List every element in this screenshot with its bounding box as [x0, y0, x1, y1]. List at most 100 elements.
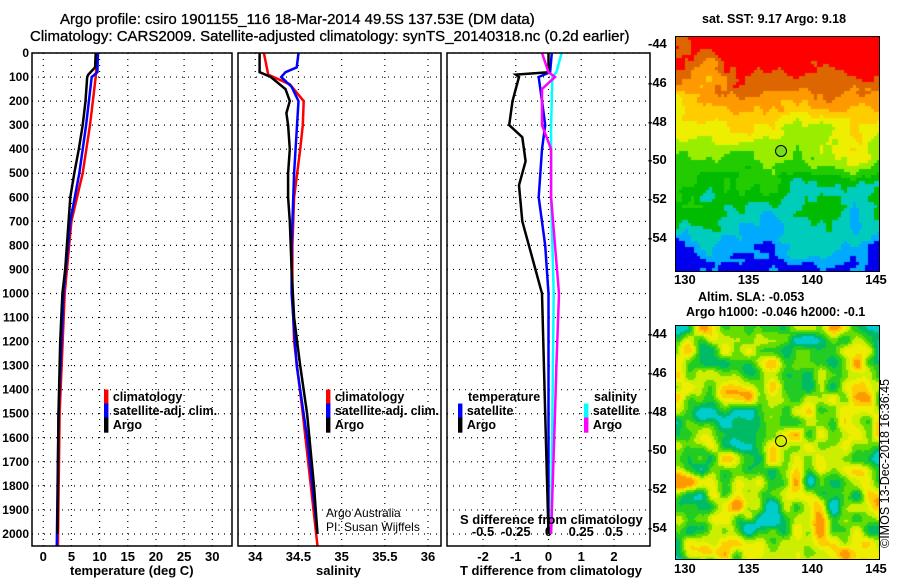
depth-tick-label: 1100 [3, 311, 29, 325]
sla-lat-tick-label: -54 [648, 520, 667, 535]
legend-label: climatology [112, 390, 183, 404]
depth-tick-label: 500 [9, 166, 29, 180]
sal-legend-argo: ▌Argo [326, 418, 365, 432]
salinity-xlabel: salinity [316, 563, 361, 578]
legend-label: Argo [592, 418, 623, 432]
x-tick-label: 0 [40, 549, 47, 564]
s-diff-tick-label: -0.25 [501, 524, 531, 539]
depth-tick-label: 900 [9, 262, 29, 276]
temp-legend-satellite: ▌satellite-adj. clim. [104, 404, 218, 418]
legend-label: satellite [466, 404, 514, 418]
diff-legend-temperature-title: temperature [468, 390, 541, 404]
sla-lat-tick-label: -52 [648, 481, 667, 497]
sal-legend-satellite: ▌satellite-adj. clim. [326, 404, 440, 418]
plot-frame [237, 52, 442, 547]
depth-tick-label: 1900 [2, 503, 29, 517]
title-line-2: Climatology: CARS2009. Satellite-adjuste… [30, 28, 630, 45]
diff-legend-s-argo: ▌Argo [584, 418, 623, 432]
sst-lat-tick-label: -52 [648, 191, 667, 207]
legend-label: Argo [334, 418, 365, 432]
depth-tick-label: 1500 [2, 407, 29, 421]
diff-legend-t-satellite: ▌satellite [458, 404, 514, 418]
sst-map-title: sat. SST: 9.17 Argo: 9.18 [702, 12, 847, 26]
diff-legend-t-argo: ▌Argo [458, 418, 497, 432]
sst-lon-tick-label: 130 [674, 272, 696, 287]
sla-map-title-2: Argo h1000: -0.046 h2000: -0.1 [686, 305, 866, 319]
legend-label: satellite-adj. clim. [334, 404, 440, 418]
profile-line-climatology [262, 52, 319, 547]
sla-lat-tick-label: -48 [648, 403, 667, 419]
sst-lat-tick-label: -50 [648, 152, 667, 168]
s-diff-tick-label: -0.5 [472, 524, 494, 539]
sst-lat-tick-label: -54 [648, 230, 667, 245]
x-tick-label: 2 [610, 549, 617, 564]
x-tick-label: -2 [477, 549, 489, 564]
sla-lon-tick-label: 130 [674, 561, 696, 576]
sst-lon-tick-label: 145 [865, 272, 887, 287]
sst-argo-location-marker [774, 144, 787, 157]
x-tick-label: 1 [578, 549, 585, 564]
legend-label: Argo [112, 418, 143, 432]
depth-tick-label: 700 [9, 214, 29, 228]
annotation-pi: PI: Susan Wijffels [326, 520, 420, 534]
x-tick-label: 35 [334, 549, 348, 564]
s-diff-tick-label: 0.25 [569, 524, 594, 539]
annotation-argo-australia: Argo Australia [326, 506, 401, 520]
temperature-xlabel: temperature (deg C) [70, 563, 194, 578]
plot-frame [31, 52, 233, 547]
depth-tick-label: 1700 [2, 455, 29, 469]
depth-tick-label: 200 [9, 94, 29, 108]
x-tick-label: 30 [205, 549, 219, 564]
profile-line-t-satellite [537, 52, 554, 534]
depth-tick-label: 400 [9, 142, 29, 156]
depth-tick-label: 600 [9, 190, 29, 204]
sla-lon-tick-label: 140 [801, 561, 824, 576]
sst-lat-tick-label: -46 [648, 74, 667, 90]
depth-tick-label: 1000 [2, 286, 29, 300]
depth-tick-label: 1200 [2, 335, 29, 349]
temp-legend-climatology: ▌climatology [104, 390, 183, 404]
depth-tick-label: 2000 [2, 527, 29, 541]
title-line-1: Argo profile: csiro 1901155_116 18-Mar-2… [60, 11, 535, 28]
profile-line-t-argo [507, 53, 550, 535]
sla-lat-tick-label: -46 [648, 364, 667, 380]
profile-line-satellite-adj-clim- [279, 52, 319, 535]
diff-legend-salinity-title: salinity [594, 390, 638, 404]
x-tick-label: 20 [149, 549, 163, 564]
x-tick-label: 0 [545, 549, 552, 564]
legend-label: climatology [334, 390, 405, 404]
plot-frame [446, 52, 651, 547]
x-tick-label: 5 [68, 549, 75, 564]
depth-tick-label: 100 [9, 70, 29, 84]
depth-tick-label: 1600 [2, 431, 29, 445]
temp-legend-argo: ▌Argo [104, 418, 143, 432]
depth-tick-label: 300 [9, 118, 29, 132]
x-tick-label: 15 [121, 549, 135, 564]
legend-label: Argo [466, 418, 497, 432]
x-tick-label: 36 [421, 549, 435, 564]
sla-lon-tick-label: 135 [737, 561, 760, 576]
depth-tick-label: 1800 [2, 479, 29, 493]
sla-lat-tick-label: -50 [648, 442, 667, 458]
profile-line-argo [56, 52, 97, 535]
sst-lon-tick-label: 140 [801, 272, 824, 287]
depth-tick-label: 800 [9, 238, 29, 252]
sst-lon-tick-label: 135 [737, 272, 760, 287]
x-tick-label: 34.5 [286, 549, 311, 564]
imos-stamp: ©IMOS 13-Dec-2018 16:36:45 [878, 378, 892, 548]
x-tick-label: 34 [248, 549, 263, 564]
s-diff-tick-label: 0.5 [605, 524, 623, 539]
legend-label: satellite-adj. clim. [112, 404, 218, 418]
x-tick-label: 35.5 [372, 549, 397, 564]
sst-lat-tick-label: -44 [648, 36, 667, 51]
x-tick-label: 25 [177, 549, 191, 564]
sla-lon-tick-label: 145 [865, 561, 887, 576]
x-tick-label: 10 [92, 549, 106, 564]
legend-label: satellite [592, 404, 640, 418]
sal-legend-climatology: ▌climatology [326, 390, 405, 404]
depth-tick-label: 0 [22, 46, 29, 60]
depth-tick-label: 1300 [2, 359, 29, 373]
difference-xlabel: T difference from climatology [460, 563, 643, 578]
